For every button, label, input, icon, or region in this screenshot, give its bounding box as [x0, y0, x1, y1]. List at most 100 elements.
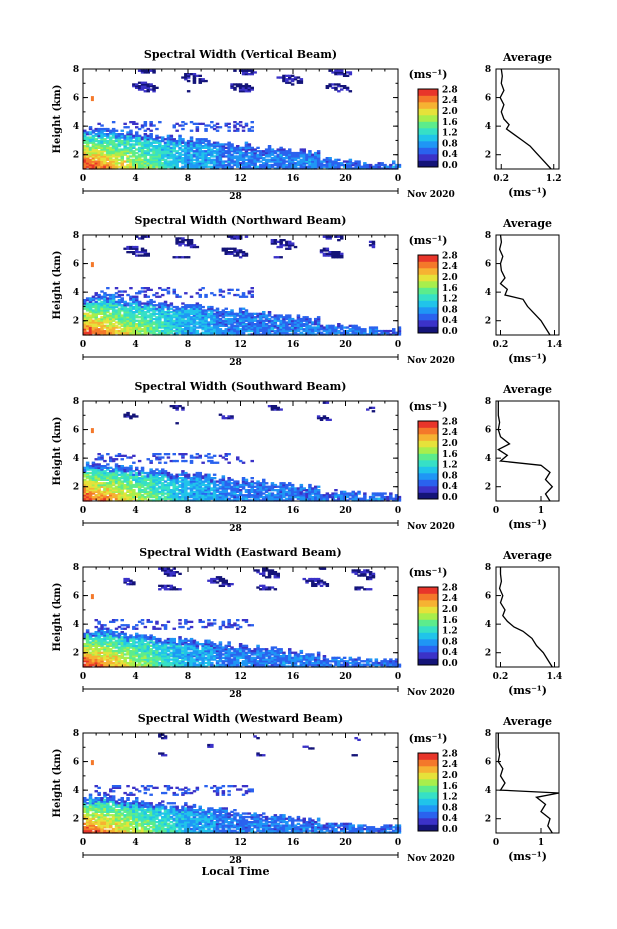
heatmap-cell	[91, 146, 96, 150]
heatmap-cell	[192, 312, 197, 316]
heatmap-cell	[149, 145, 153, 148]
heatmap-cell	[371, 328, 376, 331]
heatmap-cell	[158, 314, 162, 317]
heatmap-cell	[152, 480, 156, 483]
heatmap-cell	[149, 470, 153, 473]
heatmap-cell	[88, 305, 93, 309]
heatmap-cell	[227, 333, 231, 336]
heatmap-cell	[163, 300, 168, 304]
heatmap-cell	[210, 492, 214, 495]
heatmap-cell	[97, 333, 101, 336]
heatmap-cell	[198, 148, 202, 151]
heatmap-cell	[169, 490, 174, 494]
heatmap-cell	[204, 316, 208, 319]
heatmap-cell	[114, 145, 119, 148]
heatmap-cell	[212, 124, 217, 127]
heatmap-cell	[241, 167, 246, 170]
heatmap-cell	[181, 483, 185, 487]
heatmap-cell	[357, 162, 361, 165]
heatmap-cell	[299, 324, 304, 328]
heatmap-cell	[186, 482, 191, 485]
heatmap-cell	[397, 163, 402, 167]
heatmap-cell	[233, 88, 237, 91]
heatmap-cell	[184, 482, 188, 485]
heatmap-cell	[126, 331, 130, 334]
heatmap-cell	[172, 326, 176, 329]
heatmap-cell	[169, 314, 174, 317]
heatmap-cell	[181, 158, 185, 162]
heatmap-cell	[126, 466, 130, 470]
heatmap-cell	[123, 317, 127, 321]
heatmap-cell	[328, 237, 332, 240]
heatmap-cell	[314, 328, 318, 331]
heatmap-cell	[244, 329, 249, 333]
heatmap-cell	[184, 145, 188, 148]
heatmap-cell	[368, 163, 373, 167]
heatmap-cell	[126, 302, 130, 305]
heatmap-cell	[273, 497, 278, 500]
heatmap-cell	[270, 239, 275, 242]
heatmap-cell	[227, 158, 231, 162]
heatmap-cell	[302, 316, 306, 319]
y-tick-label: 6	[73, 94, 79, 104]
heatmap-cell	[230, 323, 234, 326]
y-tick-label: 4	[73, 288, 79, 298]
heatmap-cell	[132, 314, 136, 317]
heatmap-cell	[94, 324, 98, 328]
heatmap-cell	[207, 487, 211, 490]
heatmap-cell	[322, 163, 327, 167]
heatmap-cell	[357, 492, 361, 495]
heatmap-cell	[158, 477, 162, 480]
profile-y-tick-label: 4	[485, 454, 491, 464]
heatmap-cell	[181, 324, 185, 328]
heatmap-cell	[178, 311, 182, 314]
heatmap-cell	[140, 485, 145, 488]
heatmap-cell	[192, 150, 197, 153]
heatmap-cell	[201, 319, 205, 322]
heatmap-cell	[158, 497, 162, 500]
heatmap-cell	[97, 129, 101, 132]
heatmap-cell	[236, 165, 240, 168]
heatmap-cell	[230, 314, 234, 317]
heatmap-cell	[244, 490, 249, 494]
heatmap-cell	[230, 312, 234, 316]
heatmap-cell	[117, 319, 122, 322]
heatmap-cell	[175, 311, 179, 314]
heatmap-cell	[120, 465, 124, 468]
heatmap-cell	[109, 139, 113, 143]
heatmap-cell	[161, 321, 165, 324]
heatmap-cell	[215, 316, 220, 319]
heatmap-cell	[169, 459, 174, 463]
heatmap-cell	[218, 495, 223, 499]
heatmap-cell	[111, 333, 116, 336]
heatmap-cell	[169, 478, 174, 482]
heatmap-cell	[97, 492, 101, 495]
heatmap-cell	[152, 304, 156, 307]
heatmap-cell	[189, 145, 194, 148]
heatmap-cell	[158, 141, 162, 144]
heatmap-cell	[163, 143, 168, 146]
heatmap-cell	[342, 165, 347, 168]
heatmap-cell	[129, 417, 133, 420]
heatmap-cell	[129, 129, 133, 132]
heatmap-cell	[140, 136, 145, 139]
heatmap-cell	[143, 319, 148, 322]
heatmap-cell	[129, 295, 133, 298]
heatmap-cell	[88, 138, 93, 141]
heatmap-cell	[276, 155, 280, 158]
heatmap-cell	[186, 160, 191, 163]
heatmap-cell	[103, 157, 107, 160]
heatmap-cell	[114, 331, 119, 334]
colorbar-swatch	[418, 268, 438, 275]
heatmap-cell	[146, 473, 150, 476]
heatmap-cell	[186, 157, 191, 160]
heatmap-cell	[88, 478, 93, 482]
heatmap-cell	[135, 333, 139, 336]
heatmap-cell	[198, 309, 202, 312]
heatmap-cell	[161, 473, 165, 476]
heatmap-cell	[296, 328, 301, 331]
heatmap-cell	[201, 122, 205, 126]
heatmap-cell	[146, 146, 150, 150]
heatmap-cell	[109, 317, 113, 321]
heatmap-cell	[149, 485, 153, 488]
